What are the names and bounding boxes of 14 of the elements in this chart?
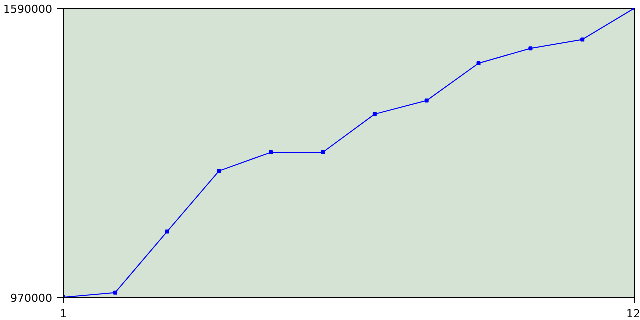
- point: [580, 38, 585, 42]
- point: [165, 230, 170, 234]
- point: [113, 290, 118, 295]
- point: [528, 46, 533, 51]
- y-tick-label: 1590000: [4, 3, 53, 16]
- point: [321, 150, 326, 155]
- point: [217, 169, 222, 174]
- point: [372, 112, 377, 116]
- y-tick-label: 970000: [10, 292, 53, 305]
- point: [476, 62, 481, 66]
- x-tick-label: 12: [626, 308, 640, 320]
- x-tick-label: 1: [60, 308, 67, 320]
- point: [269, 150, 274, 155]
- point: [424, 98, 429, 103]
